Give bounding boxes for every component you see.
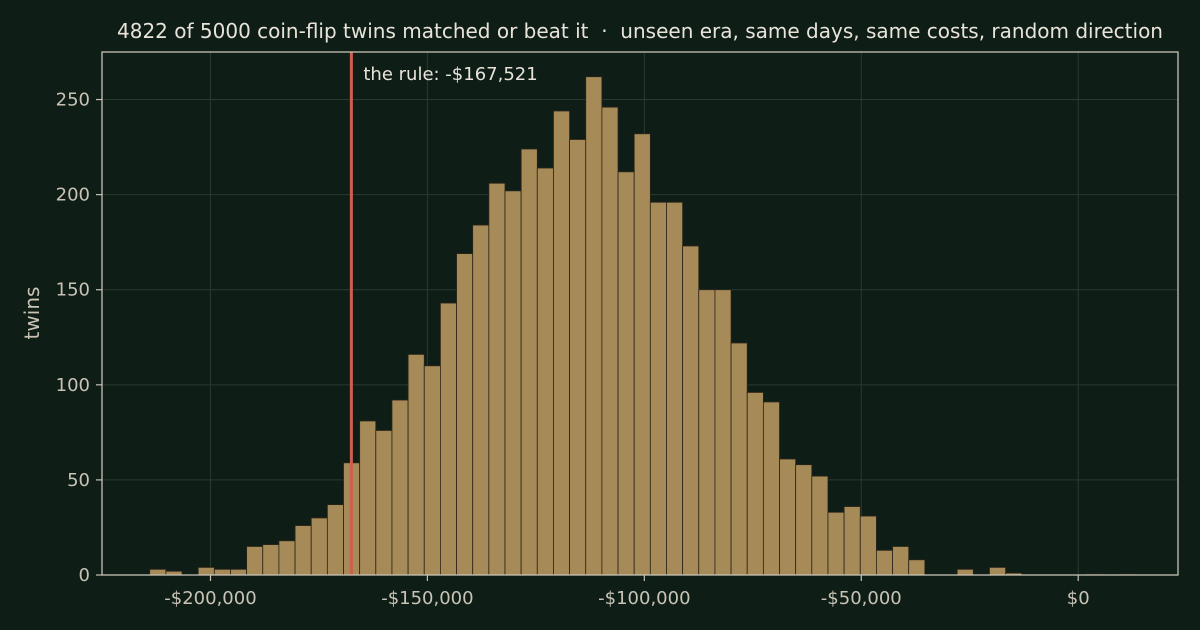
histogram-bar (310, 517, 328, 576)
histogram-bar (440, 302, 457, 576)
y-tick-label: 200 (56, 185, 90, 206)
histogram-bar (294, 525, 312, 576)
marker-layer: the rule: -$167,521 (349, 52, 538, 575)
x-tick-label: -$100,000 (598, 588, 690, 609)
histogram-bar (213, 568, 231, 576)
bars-layer (149, 76, 1136, 576)
histogram-bar (375, 430, 393, 576)
histogram-bar (246, 546, 264, 576)
histogram-bar (359, 420, 377, 576)
histogram-bar (892, 546, 910, 576)
plot-frame (101, 51, 1179, 576)
y-tick-label: 150 (56, 280, 90, 301)
rule-marker-label: the rule: -$167,521 (363, 64, 537, 85)
histogram-bar (197, 566, 215, 576)
histogram-bar (779, 458, 797, 576)
y-axis-label: twins (20, 287, 44, 340)
y-tick-label: 0 (79, 565, 90, 586)
histogram-bar (795, 464, 813, 576)
histogram-bar (859, 515, 877, 576)
histogram-bar (553, 110, 570, 576)
histogram-bar (472, 224, 490, 576)
histogram-bar (649, 201, 667, 576)
histogram-bar (536, 167, 554, 576)
histogram-bar (730, 342, 748, 576)
histogram-bar (762, 401, 780, 576)
histogram-bar (601, 106, 619, 576)
y-tick-label: 50 (67, 470, 90, 491)
histogram-bar (714, 289, 732, 576)
histogram-bar (585, 76, 603, 576)
histogram-bar (989, 566, 1007, 576)
histogram-bar (569, 139, 587, 576)
histogram-bar (407, 353, 425, 576)
histogram-bar (520, 148, 538, 576)
histogram-bar (230, 568, 248, 576)
histogram-bar (908, 559, 926, 576)
histogram-bar (456, 253, 474, 576)
histogram-bar (262, 544, 280, 576)
histogram-bar (504, 190, 522, 576)
x-tick-label: -$150,000 (381, 588, 473, 609)
x-tick-label: $0 (1067, 588, 1090, 609)
x-tick-label: -$50,000 (821, 588, 902, 609)
axes-layer: -$200,000 -$150,000 -$100,000 -$50,000 $0 0 50… (56, 51, 1179, 609)
histogram-bar (423, 365, 441, 576)
histogram-bar (488, 182, 506, 576)
histogram-bar (278, 540, 296, 576)
histogram-bar (876, 549, 893, 576)
y-tick-label: 100 (56, 375, 90, 396)
histogram-bar (682, 245, 700, 576)
histogram-bar (326, 504, 344, 576)
y-tick-label: 250 (56, 90, 90, 111)
histogram-bar (698, 289, 716, 576)
histogram-bar (843, 506, 861, 576)
histogram-bar (633, 133, 651, 576)
chart-title: 4822 of 5000 coin-flip twins matched or … (117, 19, 1163, 43)
histogram-bar (391, 399, 409, 576)
histogram-bar (617, 171, 635, 576)
histogram-bar (827, 511, 845, 576)
x-tick-label: -$200,000 (164, 588, 256, 609)
histogram-bar (811, 475, 829, 576)
histogram-bar (956, 568, 974, 576)
histogram-bar (149, 568, 167, 576)
histogram-bar (666, 201, 684, 576)
histogram-bar (746, 392, 764, 576)
